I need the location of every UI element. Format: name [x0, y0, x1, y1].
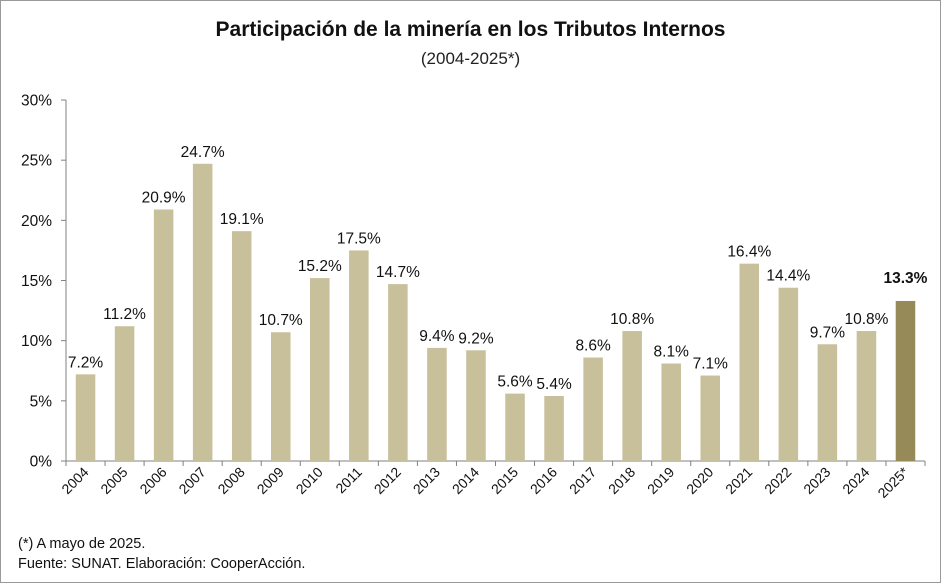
x-tick-label: 2021 [722, 464, 755, 497]
data-label: 7.2% [68, 354, 104, 371]
chart-subtitle: (2004-2025*) [420, 49, 521, 68]
x-tick-label: 2008 [214, 464, 247, 497]
bar [700, 375, 721, 461]
bar [349, 250, 369, 461]
y-tick-label: 10% [21, 333, 52, 350]
bar [856, 331, 877, 461]
data-label: 20.9% [142, 190, 186, 207]
bar [114, 326, 135, 461]
data-label: 9.7% [810, 324, 846, 341]
x-tick-label: 2017 [566, 464, 599, 497]
y-tick-label: 20% [21, 213, 52, 230]
y-tick-label: 15% [21, 273, 52, 290]
bar [310, 278, 330, 461]
bar [544, 396, 564, 461]
data-label: 15.2% [298, 258, 342, 275]
data-label: 14.4% [766, 268, 810, 285]
bar [661, 363, 681, 461]
x-tick-label: 2022 [761, 464, 794, 497]
bar [622, 331, 642, 461]
bar [75, 374, 96, 461]
bar [427, 347, 447, 461]
x-tick-label: 2024 [839, 464, 872, 497]
data-label: 9.2% [458, 330, 494, 347]
chart-title: Participación de la minería en los Tribu… [215, 18, 726, 41]
bar [895, 300, 916, 461]
data-labels: 7.2% 11.2% 20.9% 24.7% 19.1% 10.7% 15.2% 17.5% 1… [68, 144, 928, 393]
data-label: 10.8% [844, 311, 888, 328]
x-tick-label: 2012 [371, 464, 404, 497]
x-tick-label: 2023 [800, 464, 833, 497]
bar [388, 284, 408, 461]
bar [270, 332, 291, 461]
y-tick-label: 5% [30, 393, 53, 410]
x-tick-label: 2005 [97, 464, 130, 497]
x-tick-label: 2018 [605, 464, 638, 497]
footnote: (*) A mayo de 2025. [18, 536, 146, 552]
x-tick-label: 2019 [644, 464, 677, 497]
bar [505, 393, 525, 461]
source-note: Fuente: SUNAT. Elaboración: CooperAcción… [18, 556, 306, 572]
bar [739, 263, 760, 461]
x-tick-label: 2016 [527, 464, 560, 497]
x-axis: 2004 2005 2006 2007 2008 2009 2010 2011 2012 2013… [58, 460, 926, 501]
x-tick-label: 2010 [293, 464, 326, 497]
bars [75, 163, 916, 461]
x-tick-label: 2025* [874, 463, 912, 501]
data-label: 19.1% [220, 211, 264, 228]
bar [466, 350, 486, 461]
x-tick-label: 2015 [488, 464, 521, 497]
x-tick-label: 2004 [58, 464, 91, 497]
x-tick-label: 2009 [254, 464, 287, 497]
y-tick-label: 0% [30, 454, 53, 471]
data-label: 17.5% [337, 230, 381, 247]
x-tick-label: 2020 [683, 464, 716, 497]
bar [231, 231, 252, 461]
bar [778, 287, 799, 461]
data-label: 8.6% [575, 338, 611, 355]
data-label: 16.4% [727, 244, 771, 261]
data-label: 11.2% [103, 306, 146, 323]
data-label: 10.8% [610, 311, 654, 328]
y-tick-label: 25% [21, 153, 52, 170]
bar [192, 163, 213, 461]
data-label: 8.1% [654, 344, 690, 361]
data-label: 24.7% [181, 144, 225, 161]
bar [153, 209, 174, 461]
bar [583, 357, 603, 461]
y-tick-label: 30% [21, 93, 52, 110]
x-tick-label: 2006 [136, 464, 169, 497]
data-label: 7.1% [693, 356, 729, 373]
data-label: 13.3% [884, 270, 928, 287]
x-tick-label: 2013 [410, 464, 443, 497]
bar [817, 344, 838, 461]
data-label: 14.7% [376, 264, 420, 281]
x-tick-label: 2007 [175, 464, 208, 497]
data-label: 5.6% [497, 374, 533, 391]
y-axis: 0% 5% 10% 15% 20% 25% 30% [21, 93, 67, 471]
x-tick-label: 2014 [449, 464, 482, 497]
data-label: 9.4% [419, 328, 455, 345]
x-tick-label: 2011 [332, 464, 365, 497]
data-label: 5.4% [536, 376, 572, 393]
data-label: 10.7% [259, 312, 303, 329]
